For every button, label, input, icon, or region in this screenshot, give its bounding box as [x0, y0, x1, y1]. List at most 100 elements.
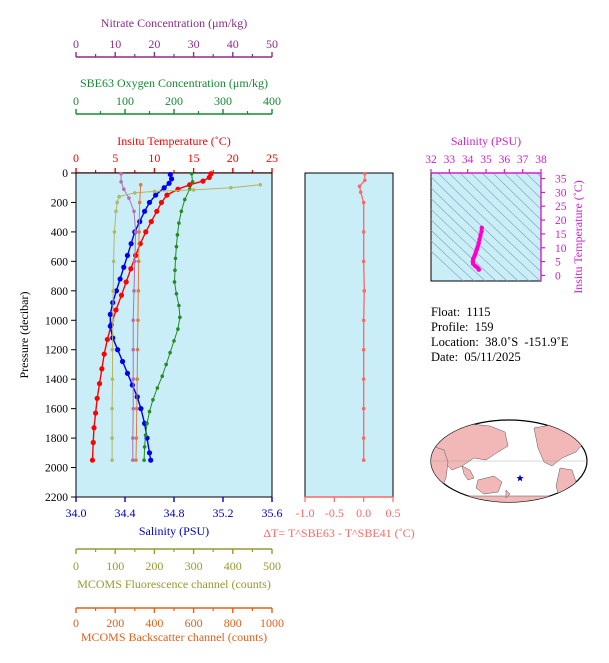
temperature-data-point: [143, 229, 149, 235]
salinity-data-point: [146, 199, 153, 206]
isopycnal-curve: [437, 173, 541, 272]
fluorescence-tick-label: 400: [224, 559, 242, 573]
pressure-tick-label: 2000: [45, 463, 68, 475]
float-label: Float:: [431, 305, 461, 319]
backscatter-data-point: [136, 318, 140, 323]
temperature-data-point: [164, 192, 170, 198]
oxygen-data-point: [142, 458, 146, 462]
isopycnal-curve: [431, 198, 519, 281]
fluorescence-data-point: [110, 377, 115, 381]
nitrate-axis: 0 10 20 30 40 50 Nitrate Concentration (μm/kg): [73, 16, 278, 58]
isopycnal-curve: [459, 173, 541, 252]
delta-data-point: [361, 318, 366, 323]
fluorescence-data-point: [110, 436, 114, 440]
oxygen-data-point: [172, 280, 177, 284]
fluorescence-tick-label: 0: [73, 559, 79, 573]
date-label: Date:: [431, 350, 459, 364]
nitrate-tick-label: 0: [73, 37, 79, 51]
nitrate-data-point: [132, 289, 136, 293]
backscatter-data-point: [137, 230, 141, 234]
delta-data-point: [358, 190, 363, 194]
ts-temp-tick-label: 10: [555, 243, 567, 255]
profile-label: Profile:: [431, 320, 469, 334]
backscatter-tick-label: 800: [224, 616, 242, 630]
pressure-tick-label: 1200: [45, 345, 68, 357]
nitrate-data-point: [131, 436, 135, 440]
fluorescence-data-point: [111, 289, 116, 293]
pressure-tick-label: 800: [51, 286, 69, 298]
continent-antarctica: [435, 495, 581, 502]
oxygen-data-point: [175, 233, 180, 237]
location-label: Location:: [431, 335, 479, 349]
isopycnal-curve: [431, 208, 508, 281]
pressure-tick-label: 0: [62, 168, 68, 180]
backscatter-data-point: [134, 458, 138, 462]
ts-temp-tick-label: 20: [555, 215, 567, 227]
backscatter-tick-label: 400: [145, 616, 163, 630]
backscatter-axis-title: MCOMS Backscatter channel (counts): [81, 630, 267, 644]
profile-plot-area: [75, 172, 273, 498]
delta-tick-label: 0.5: [386, 506, 401, 520]
isopycnal-curve: [431, 219, 497, 281]
salinity-data-point: [107, 311, 113, 317]
salinity-data-point: [124, 252, 131, 259]
temperature-tick-label: 20: [227, 151, 239, 165]
backscatter-data-point: [135, 347, 140, 352]
location-value: 38.0˚S -151.9˚E: [485, 335, 569, 349]
pressure-tick-label: 400: [51, 227, 69, 239]
ts-diagram-panel: 32 33 34 35 36 37 38 Salinity (PSU) 05 10 15 20 25 30…: [425, 134, 585, 294]
oxygen-data-point: [164, 362, 168, 367]
ts-data-point: [477, 237, 482, 242]
world-map: [430, 419, 588, 503]
ts-salinity-tick-label: 35: [480, 154, 492, 166]
temperature-data-point: [89, 457, 96, 463]
delta-data-point: [362, 289, 367, 293]
fluorescence-axis: 0 100 200 300 400 500 MCOMS Fluorescence chann…: [73, 548, 281, 591]
continent-australia: [475, 475, 503, 495]
delta-data-point: [361, 406, 366, 411]
pressure-axis-title: Pressure (decibar): [17, 292, 31, 379]
pressure-tick-label: 1400: [45, 374, 68, 386]
pressure-tick-label: 1600: [45, 404, 68, 416]
pressure-tick-label: 1800: [45, 433, 68, 445]
ts-temp-tick-label: 35: [555, 174, 567, 186]
ts-data-point: [478, 233, 483, 238]
float-info: Float: 1115 Profile: 159 Location: 38.0˚…: [431, 305, 568, 365]
isopycnal-curve: [431, 187, 530, 281]
oxygen-data-point: [176, 327, 180, 331]
oxygen-data-point: [147, 409, 152, 414]
nitrate-axis-title: Nitrate Concentration (μm/kg): [101, 16, 247, 30]
fluorescence-data-point: [114, 209, 118, 214]
delta-data-point: [361, 259, 366, 264]
nitrate-tick-label: 30: [188, 37, 200, 51]
backscatter-tick-label: 1000: [260, 616, 284, 630]
delta-plot-area: [304, 172, 394, 498]
salinity-series-line: [109, 174, 173, 461]
salinity-data-point: [119, 358, 126, 365]
date-value: 05/11/2025: [464, 350, 521, 364]
ts-temp-tick-label: 15: [555, 229, 567, 241]
oxygen-data-point: [142, 445, 147, 449]
salinity-data-point: [166, 180, 172, 186]
nitrate-tick-label: 40: [227, 37, 239, 51]
temperature-axis-title: Insitu Temperature (˚C): [117, 134, 231, 148]
fluorescence-axis-title: MCOMS Fluorescence channel (counts): [77, 577, 271, 591]
isopycnal-curve: [470, 173, 541, 242]
backscatter-tick-label: 600: [185, 616, 203, 630]
delta-tick-label: 0.0: [356, 506, 371, 520]
temperature-data-point: [206, 174, 212, 181]
delta-data-point: [361, 200, 366, 205]
profile-panel: 34.0 34.4 34.8 35.2 35.6 Salinity (PSU) 0 200 40…: [17, 168, 283, 538]
salinity-data-point: [107, 323, 113, 329]
fluorescence-data-point: [111, 259, 116, 264]
ts-data-point: [479, 228, 484, 234]
delta-data-point: [361, 230, 366, 234]
nitrate-data-point: [119, 180, 123, 184]
fluorescence-data-point: [258, 182, 263, 187]
fluorescence-tick-label: 500: [263, 559, 281, 573]
continent-south-america: [555, 467, 577, 501]
temperature-data-point: [93, 410, 99, 416]
oxygen-data-point: [172, 339, 176, 343]
backscatter-data-point: [137, 200, 142, 205]
ts-data-point: [476, 267, 482, 272]
